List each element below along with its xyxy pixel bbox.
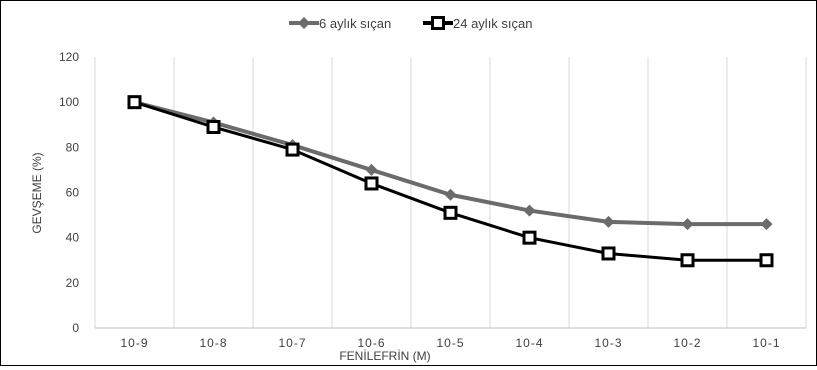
x-tick-label: 10-4 (515, 336, 543, 350)
data-point-square (206, 120, 221, 135)
legend-label-6-month: 6 aylık sıçan (319, 16, 391, 31)
legend: 6 aylık sıçan 24 aylık sıçan (289, 16, 533, 31)
data-point-square (522, 230, 537, 245)
data-point-diamond (760, 218, 773, 231)
data-point-square (759, 253, 774, 268)
data-point-square (127, 95, 142, 110)
legend-marker-diamond (298, 17, 310, 29)
y-tick-label: 0 (72, 321, 79, 335)
data-point-diamond (681, 218, 694, 231)
x-tick-label: 10-9 (120, 336, 148, 350)
data-point-square (443, 205, 458, 220)
y-axis-title: GEVŞEME (%) (30, 152, 44, 233)
grid-layer (94, 57, 807, 328)
y-tick-label: 60 (66, 186, 80, 200)
y-tick-label: 40 (66, 231, 80, 245)
series-layer (127, 95, 774, 268)
x-tick-label: 10-1 (752, 336, 780, 350)
y-tick-label: 100 (59, 95, 79, 109)
series-line-6-month (134, 100, 767, 227)
x-tick-label: 10-8 (199, 336, 227, 350)
data-point-square (364, 176, 379, 191)
x-tick-label: 10-6 (357, 336, 385, 350)
x-tick-label: 10-5 (436, 336, 464, 350)
data-point-diamond (444, 188, 457, 201)
legend-item-24-month[interactable]: 24 aylık sıçan (423, 16, 533, 31)
data-point-diamond (523, 204, 536, 217)
legend-label-24-month: 24 aylık sıçan (453, 16, 533, 31)
legend-marker-square (431, 16, 445, 30)
y-tick-label: 20 (66, 276, 80, 290)
y-tick-label: 80 (66, 140, 80, 154)
y-tick-label: 120 (59, 50, 79, 64)
x-axis-title: FENİLEFRİN (M) (339, 349, 430, 363)
data-point-diamond (365, 163, 378, 176)
legend-item-6-month[interactable]: 6 aylık sıçan (289, 16, 391, 31)
x-tick-label: 10-2 (673, 336, 701, 350)
x-tick-label: 10-7 (278, 336, 306, 350)
label-layer: 0 20 40 60 80 100 120 10-9 10-8 10-7 10-6 10-5 10-4 1… (59, 50, 780, 350)
data-point-diamond (602, 215, 615, 228)
data-point-square (680, 253, 695, 268)
data-point-square (285, 142, 300, 157)
data-point-square (601, 246, 616, 261)
x-tick-label: 10-3 (594, 336, 622, 350)
